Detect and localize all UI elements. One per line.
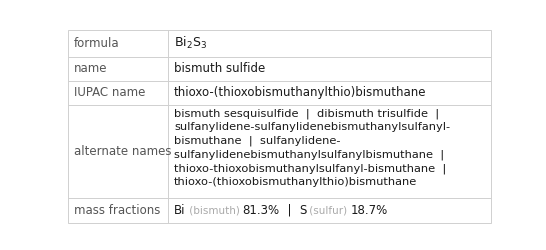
Text: 81.3%: 81.3%	[242, 204, 280, 217]
Text: alternate names: alternate names	[74, 145, 171, 158]
Text: S: S	[299, 204, 306, 217]
Text: (bismuth): (bismuth)	[186, 205, 242, 215]
Text: bismuth sulfide: bismuth sulfide	[174, 62, 265, 75]
Text: mass fractions: mass fractions	[74, 204, 160, 217]
Text: (sulfur): (sulfur)	[306, 205, 351, 215]
Text: Bi$_2$S$_3$: Bi$_2$S$_3$	[174, 35, 207, 51]
Text: 18.7%: 18.7%	[351, 204, 388, 217]
Text: IUPAC name: IUPAC name	[74, 86, 145, 100]
Text: name: name	[74, 62, 107, 75]
Text: formula: formula	[74, 37, 120, 50]
Text: thioxo-(thioxobismuthanylthio)bismuthane: thioxo-(thioxobismuthanylthio)bismuthane	[174, 86, 426, 100]
Text: Bi: Bi	[174, 204, 186, 217]
Text: bismuth sesquisulfide  |  dibismuth trisulfide  |
sulfanylidene-sulfanylidenebis: bismuth sesquisulfide | dibismuth trisul…	[174, 108, 450, 187]
Text: |: |	[280, 204, 299, 217]
